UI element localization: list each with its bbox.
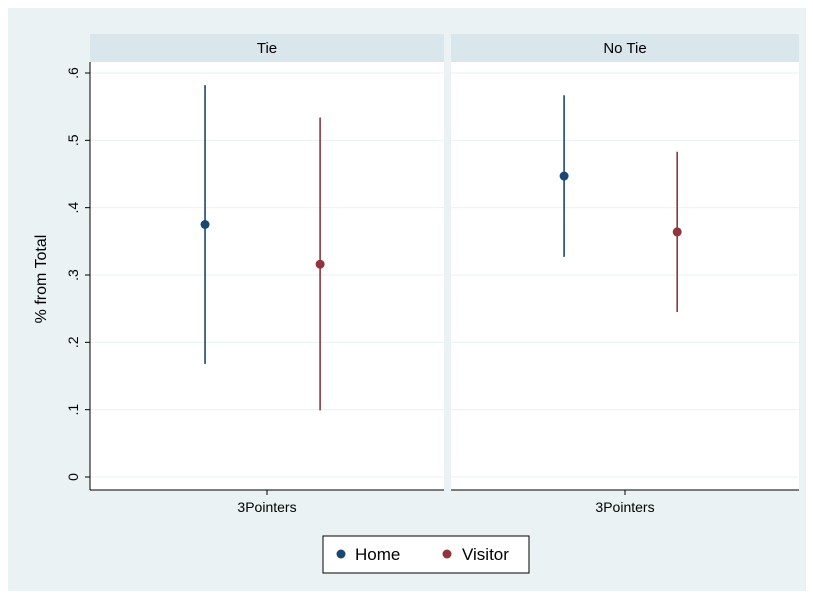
point-visitor	[316, 260, 325, 269]
y-tick-label: .1	[65, 404, 81, 416]
panel-title: No Tie	[603, 40, 646, 57]
plot-area	[90, 62, 444, 490]
x-tick-label: 3Pointers	[237, 499, 296, 515]
point-visitor	[673, 227, 682, 236]
panel-title: Tie	[257, 40, 277, 57]
y-axis-title: % from Total	[33, 235, 50, 324]
point-home	[201, 220, 210, 229]
y-tick-label: .6	[65, 67, 81, 79]
legend-marker-home	[337, 550, 346, 559]
panel-2: No Tie 3Pointers	[451, 34, 799, 515]
panels: Tie 3Pointers No Tie 3Pointers 0 .1 .2 .3 .4 .5 .6	[65, 34, 799, 515]
y-tick-label: .4	[65, 202, 81, 214]
legend-marker-visitor	[443, 550, 452, 559]
y-tick-label: .2	[65, 336, 81, 348]
y-tick-label: .5	[65, 134, 81, 146]
y-tick-label: 0	[65, 473, 81, 481]
legend: Home Visitor	[323, 536, 529, 573]
point-home	[560, 172, 569, 181]
x-tick-label: 3Pointers	[595, 499, 654, 515]
plot-area	[451, 62, 799, 490]
panel-1: Tie 3Pointers	[90, 34, 444, 515]
legend-label-visitor: Visitor	[462, 545, 509, 564]
y-tick-label: .3	[65, 269, 81, 281]
legend-label-home: Home	[355, 545, 400, 564]
